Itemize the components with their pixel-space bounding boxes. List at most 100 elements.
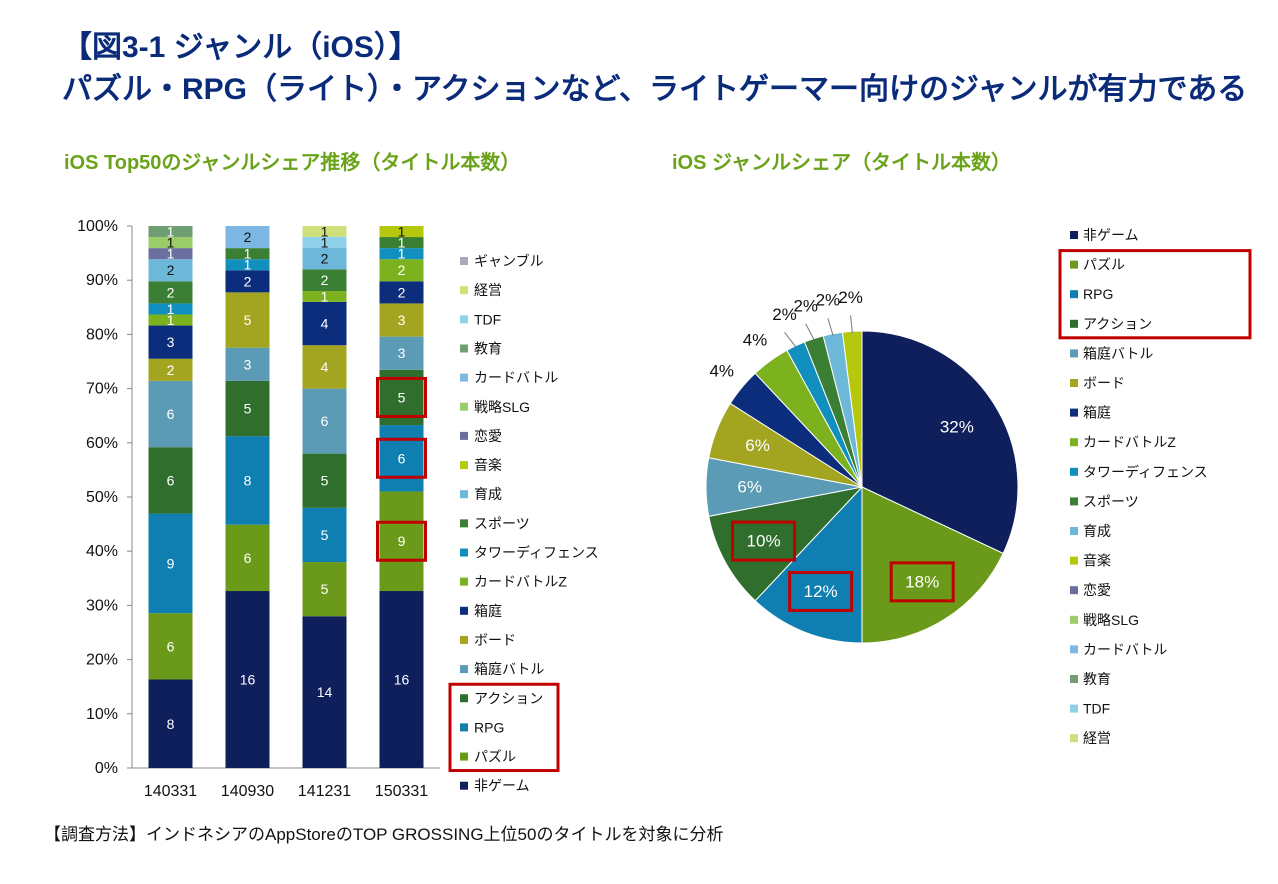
bar-segment-label: 5	[398, 389, 406, 405]
y-tick-label: 0%	[95, 760, 118, 777]
pie-leader-line	[784, 332, 797, 348]
bar-segment-label: 3	[398, 345, 406, 361]
bar-segment-label: 1	[321, 223, 329, 239]
bar-segment-label: 4	[321, 359, 329, 375]
bar-segment-label: 5	[321, 473, 329, 489]
bar-segment-label: 1	[321, 234, 329, 250]
legend-label: ボード	[474, 632, 516, 648]
bar-segment-label: 1	[167, 246, 175, 262]
legend-label: カードバトルZ	[474, 574, 567, 590]
legend-swatch	[460, 373, 468, 382]
pie-legend-label: 経営	[1083, 730, 1111, 746]
x-tick-label: 140331	[144, 783, 197, 800]
pie-legend-label: スポーツ	[1083, 493, 1139, 509]
legend-swatch	[460, 723, 468, 732]
bar-segment-label: 6	[398, 450, 406, 466]
legend-swatch	[460, 606, 468, 615]
legend-swatch	[460, 344, 468, 353]
bar-segment-label: 5	[244, 401, 252, 417]
bar-segment-label: 3	[167, 334, 175, 350]
pie-legend-label: TDF	[1083, 701, 1110, 717]
legend-swatch	[460, 257, 468, 265]
bar-segment-label: 6	[244, 550, 252, 566]
pie-legend-label: 箱庭バトル	[1083, 345, 1153, 361]
bar-segment-label: 8	[167, 716, 175, 732]
bar-segment	[302, 291, 347, 302]
y-tick-label: 90%	[86, 272, 118, 289]
highlight-box	[376, 520, 427, 562]
legend-label: タワーディフェンス	[474, 545, 599, 561]
bar-segment-label: 1	[167, 312, 175, 328]
pie-slice	[754, 485, 863, 644]
bar-segment-label: 2	[321, 272, 329, 288]
bar-segment-label: 5	[321, 581, 329, 597]
bar-segment-label: 9	[167, 555, 175, 571]
bar-segment-label: 1	[321, 288, 329, 304]
bar-segment	[225, 524, 270, 592]
y-tick-label: 30%	[86, 597, 118, 614]
bar-segment	[148, 613, 193, 680]
bar-segment	[225, 292, 270, 348]
bar-segment-label: 9	[398, 533, 406, 549]
bar-segment-label: 16	[394, 672, 410, 688]
pie-legend-swatch	[1070, 408, 1078, 417]
bar-segment-label: 1	[167, 224, 175, 240]
pie-chart-title: iOS ジャンルシェア（タイトル本数）	[672, 152, 1012, 174]
pie-legend-swatch	[1070, 556, 1078, 565]
legend-swatch	[460, 286, 468, 295]
legend-swatch	[460, 694, 468, 703]
pie-leader-line	[827, 318, 834, 336]
y-tick-label: 100%	[77, 218, 118, 235]
bar-segment	[379, 303, 424, 337]
legend-swatch	[460, 402, 468, 411]
legend-label: パズル	[474, 749, 516, 765]
bar-segment-label: 2	[167, 262, 175, 278]
legend-swatch	[460, 577, 468, 586]
pie-legend-highlight-box	[1058, 249, 1252, 340]
bar-segment	[302, 236, 347, 248]
pie-legend-swatch	[1070, 586, 1078, 595]
bar-segment	[379, 425, 424, 492]
bar-segment-label: 1	[398, 246, 406, 262]
legend-label: カードバトル	[474, 370, 558, 386]
pie-legend-label: RPG	[1083, 286, 1113, 302]
bar-segment-label: 2	[398, 262, 406, 278]
legend-label: 教育	[474, 340, 502, 356]
legend-swatch	[460, 519, 468, 528]
legend-label: TDF	[474, 311, 501, 327]
bar-segment-label: 14	[317, 684, 333, 700]
bar-segment	[302, 507, 347, 563]
bar-segment-label: 2	[167, 362, 175, 378]
y-tick-label: 20%	[86, 652, 118, 669]
bar-chart-title: iOS Top50のジャンルシェア推移（タイトル本数）	[64, 152, 521, 174]
pie-legend-label: ボード	[1083, 375, 1125, 391]
pie-legend-swatch	[1070, 467, 1078, 476]
bar-segment-label: 2	[244, 273, 252, 289]
bar-segment-label: 1	[244, 246, 252, 262]
legend-label: スポーツ	[474, 515, 530, 531]
bar-segment-label: 3	[244, 356, 252, 372]
bar-segment-label: 1	[244, 257, 252, 273]
survey-method-note: 【調査方法】インドネシアのAppStoreのTOP GROSSING上位50のタ…	[44, 825, 724, 844]
legend-swatch	[460, 635, 468, 644]
bar-segment	[379, 491, 424, 592]
pie-legend-label: 戦略SLG	[1083, 612, 1139, 628]
pie-legend-label: タワーディフェンス	[1083, 464, 1208, 480]
bar-segment-label: 3	[398, 312, 406, 328]
bar-segment	[148, 303, 193, 315]
bar-segment	[225, 248, 270, 260]
legend-swatch	[460, 461, 468, 470]
bar-segment-label: 2	[244, 229, 252, 245]
bar-segment	[225, 591, 270, 768]
pie-legend-label: 非ゲーム	[1083, 227, 1139, 243]
y-tick-label: 80%	[86, 326, 118, 343]
bar-segment-label: 6	[167, 406, 175, 422]
bar-segment	[225, 270, 270, 293]
bar-segment-label: 1	[167, 301, 175, 317]
bar-segment	[148, 513, 193, 614]
bar-segment-label: 6	[167, 472, 175, 488]
legend-label: RPG	[474, 719, 504, 735]
bar-segment	[148, 358, 193, 381]
legend-label: 戦略SLG	[474, 399, 530, 415]
legend-label: 育成	[474, 486, 502, 502]
